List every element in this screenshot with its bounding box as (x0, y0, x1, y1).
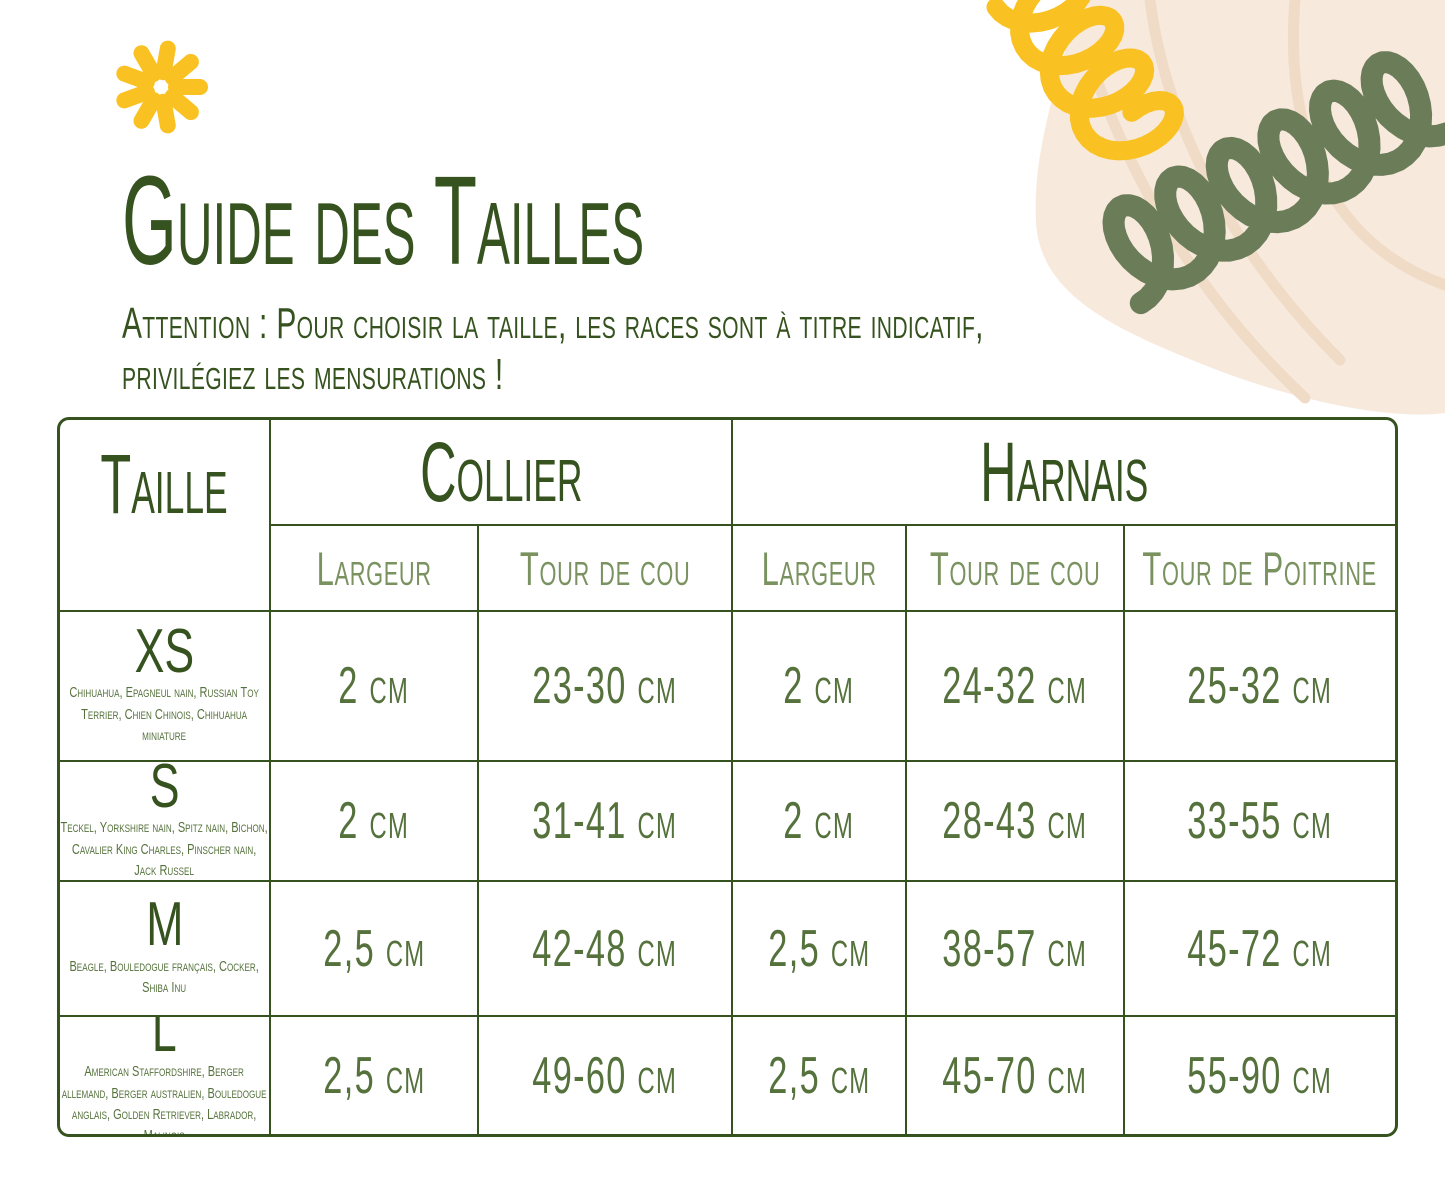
collar-section-header: Collier (271, 420, 731, 524)
table-row-s-size-cell: S Teckel, Yorkshire nain, Spitz nain, Bi… (60, 762, 269, 880)
m-collar-neck-cell: 42-48 cm (479, 882, 731, 1015)
breed-list-s: Teckel, Yorkshire nain, Spitz nain, Bich… (60, 819, 269, 879)
m-harness-width-cell: 2,5 cm (733, 882, 905, 1015)
size-label-l: L (152, 1017, 177, 1065)
l-collar-neck-cell: 49-60 cm (479, 1017, 731, 1134)
harness-neck-header: Tour de cou (907, 526, 1123, 610)
xs-collar-width-cell: 2 cm (271, 612, 477, 760)
l-harness-chest-cell: 55-90 cm (1125, 1017, 1395, 1134)
size-column-header: Taille (60, 420, 269, 610)
breed-list-xs: Chihuahua, Epagneul nain, Russian Toy Te… (69, 684, 260, 744)
s-collar-neck-cell: 31-41 cm (479, 762, 731, 880)
l-harness-width-cell: 2,5 cm (733, 1017, 905, 1134)
page-title: Guide des Tailles (122, 150, 645, 291)
size-label-xs: XS (134, 616, 195, 686)
table-row-m-size-cell: M Beagle, Bouledogue français, Cocker, S… (60, 882, 269, 1015)
xs-collar-neck-cell: 23-30 cm (479, 612, 731, 760)
xs-harness-width-cell: 2 cm (733, 612, 905, 760)
size-label-s: S (149, 762, 180, 821)
size-label-m: M (145, 889, 184, 959)
subtitle-line-1: Attention : Pour choisir la taille, les … (122, 299, 984, 348)
harness-width-header: Largeur (733, 526, 905, 610)
table-row-l-size-cell: L American Staffordshire, Berger alleman… (60, 1017, 269, 1134)
harness-section-header: Harnais (733, 420, 1395, 524)
s-harness-chest-cell: 33-55 cm (1125, 762, 1395, 880)
breed-list-m: Beagle, Bouledogue français, Cocker, Shi… (69, 957, 260, 996)
xs-harness-neck-cell: 24-32 cm (907, 612, 1123, 760)
harness-chest-header: Tour de Poitrine (1125, 526, 1395, 610)
page-subtitle: Attention : Pour choisir la taille, les … (122, 298, 1389, 400)
m-harness-neck-cell: 38-57 cm (907, 882, 1123, 1015)
m-harness-chest-cell: 45-72 cm (1125, 882, 1395, 1015)
s-harness-neck-cell: 28-43 cm (907, 762, 1123, 880)
xs-harness-chest-cell: 25-32 cm (1125, 612, 1395, 760)
collar-neck-header: Tour de cou (479, 526, 731, 610)
subtitle-line-2: privilégiez les mensurations ! (122, 350, 504, 400)
sun-asterisk-icon (116, 40, 208, 134)
header-block: Guide des Tailles Attention : Pour chois… (122, 158, 1389, 400)
collar-width-header: Largeur (271, 526, 477, 610)
l-harness-neck-cell: 45-70 cm (907, 1017, 1123, 1134)
s-harness-width-cell: 2 cm (733, 762, 905, 880)
table-row-xs-size-cell: XS Chihuahua, Epagneul nain, Russian Toy… (60, 612, 269, 760)
breed-list-l: American Staffordshire, Berger allemand,… (62, 1063, 267, 1134)
m-collar-width-cell: 2,5 cm (271, 882, 477, 1015)
size-guide-table: Taille Collier Harnais Largeur Tour de c… (57, 417, 1398, 1137)
l-collar-width-cell: 2,5 cm (271, 1017, 477, 1134)
s-collar-width-cell: 2 cm (271, 762, 477, 880)
yellow-spiral-icon (986, 0, 1184, 161)
